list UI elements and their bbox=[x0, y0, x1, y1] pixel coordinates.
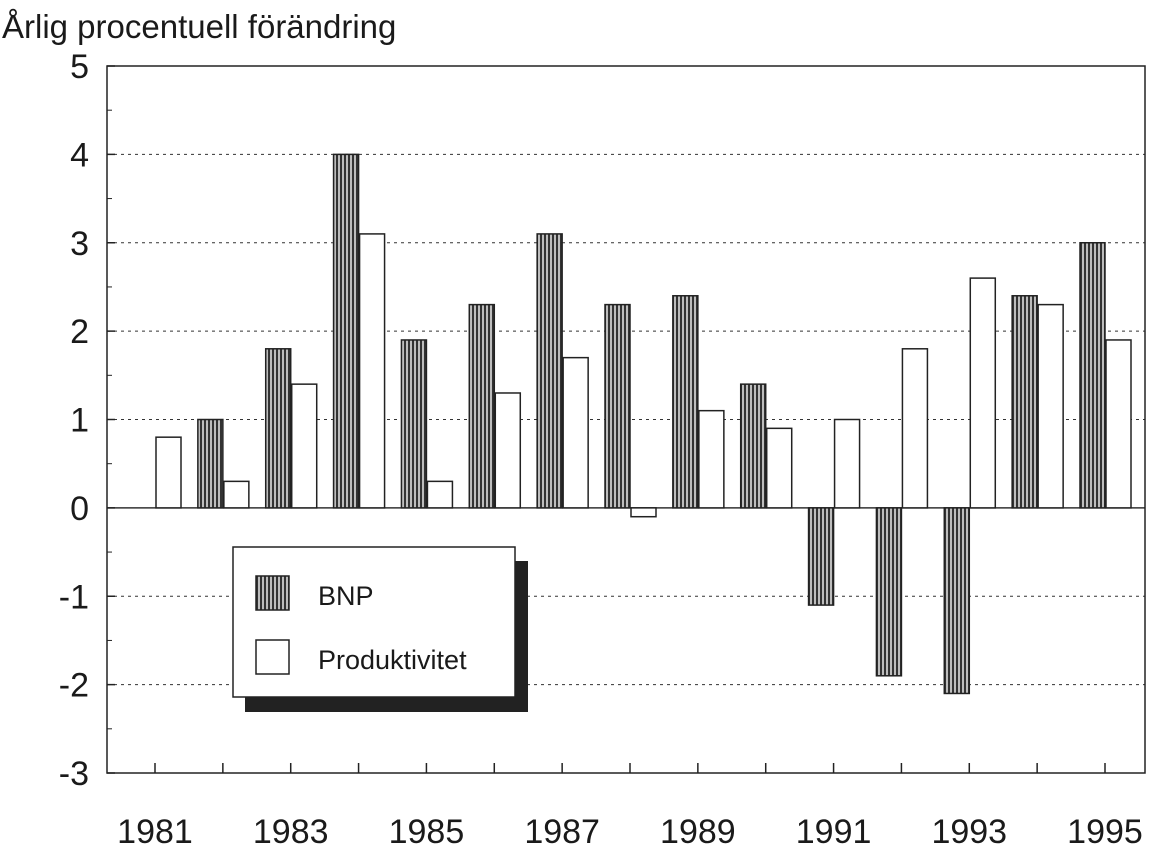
x-tick-label: 1993 bbox=[931, 813, 1007, 848]
bar-produktivitet-1995 bbox=[1105, 339, 1132, 509]
y-tick-label: -2 bbox=[59, 667, 89, 705]
y-tick-label: -1 bbox=[59, 578, 89, 616]
bar-produktivitet-1986 bbox=[494, 392, 522, 509]
legend-swatch-produktivitet bbox=[255, 639, 290, 675]
y-tick-label: 4 bbox=[70, 136, 89, 174]
bar-produktivitet-1994 bbox=[1037, 303, 1064, 509]
x-tick-label: 1983 bbox=[253, 813, 329, 848]
bar-bnp-1991 bbox=[807, 507, 835, 606]
bar-bnp-1990 bbox=[739, 383, 767, 509]
bar-produktivitet-1992 bbox=[901, 348, 929, 509]
legend-swatch-bnp bbox=[255, 575, 290, 611]
bar-bnp-1992 bbox=[875, 507, 903, 677]
legend: BNP Produktivitet bbox=[232, 546, 528, 712]
y-tick-label: 5 bbox=[70, 48, 89, 86]
y-tick-label: 3 bbox=[70, 225, 89, 263]
y-tick-label: -3 bbox=[59, 755, 89, 793]
y-tick-label: 2 bbox=[70, 313, 89, 351]
y-tick-label: 0 bbox=[70, 490, 89, 528]
x-tick-label: 1981 bbox=[117, 813, 193, 848]
bar-bnp-1995 bbox=[1079, 242, 1106, 509]
bar-produktivitet-1982 bbox=[223, 480, 250, 509]
x-tick-label: 1987 bbox=[524, 813, 600, 848]
bar-produktivitet-1981 bbox=[155, 436, 182, 509]
bar-produktivitet-1989 bbox=[698, 409, 725, 509]
bar-produktivitet-1990 bbox=[765, 427, 793, 509]
bar-bnp-1988 bbox=[604, 303, 631, 509]
x-tick-label: 1991 bbox=[796, 813, 872, 848]
bar-produktivitet-1983 bbox=[290, 383, 318, 509]
x-tick-label: 1995 bbox=[1067, 813, 1143, 848]
x-tick-label: 1989 bbox=[660, 813, 736, 848]
bar-bnp-1989 bbox=[672, 295, 699, 509]
bar-bnp-1985 bbox=[400, 339, 428, 509]
bar-produktivitet-1993 bbox=[969, 277, 997, 509]
bar-bnp-1982 bbox=[197, 418, 224, 509]
y-tick-label: 1 bbox=[70, 402, 89, 440]
legend-label-produktivitet: Produktivitet bbox=[318, 645, 467, 675]
legend-label-bnp: BNP bbox=[318, 581, 374, 611]
bar-bnp-1984 bbox=[332, 153, 360, 509]
bar-produktivitet-1985 bbox=[426, 480, 454, 509]
bar-bnp-1994 bbox=[1011, 295, 1038, 509]
x-tick-label: 1985 bbox=[389, 813, 465, 848]
bar-bnp-1993 bbox=[943, 507, 971, 695]
bar-produktivitet-1991 bbox=[833, 418, 861, 509]
bar-produktivitet-1988 bbox=[630, 507, 657, 518]
bar-bnp-1986 bbox=[468, 303, 496, 509]
bar-produktivitet-1984 bbox=[358, 233, 386, 509]
bar-bnp-1983 bbox=[264, 348, 292, 509]
chart-title: Årlig procentuell förändring bbox=[2, 8, 396, 45]
bar-produktivitet-1987 bbox=[562, 356, 589, 509]
bar-bnp-1987 bbox=[536, 233, 563, 509]
